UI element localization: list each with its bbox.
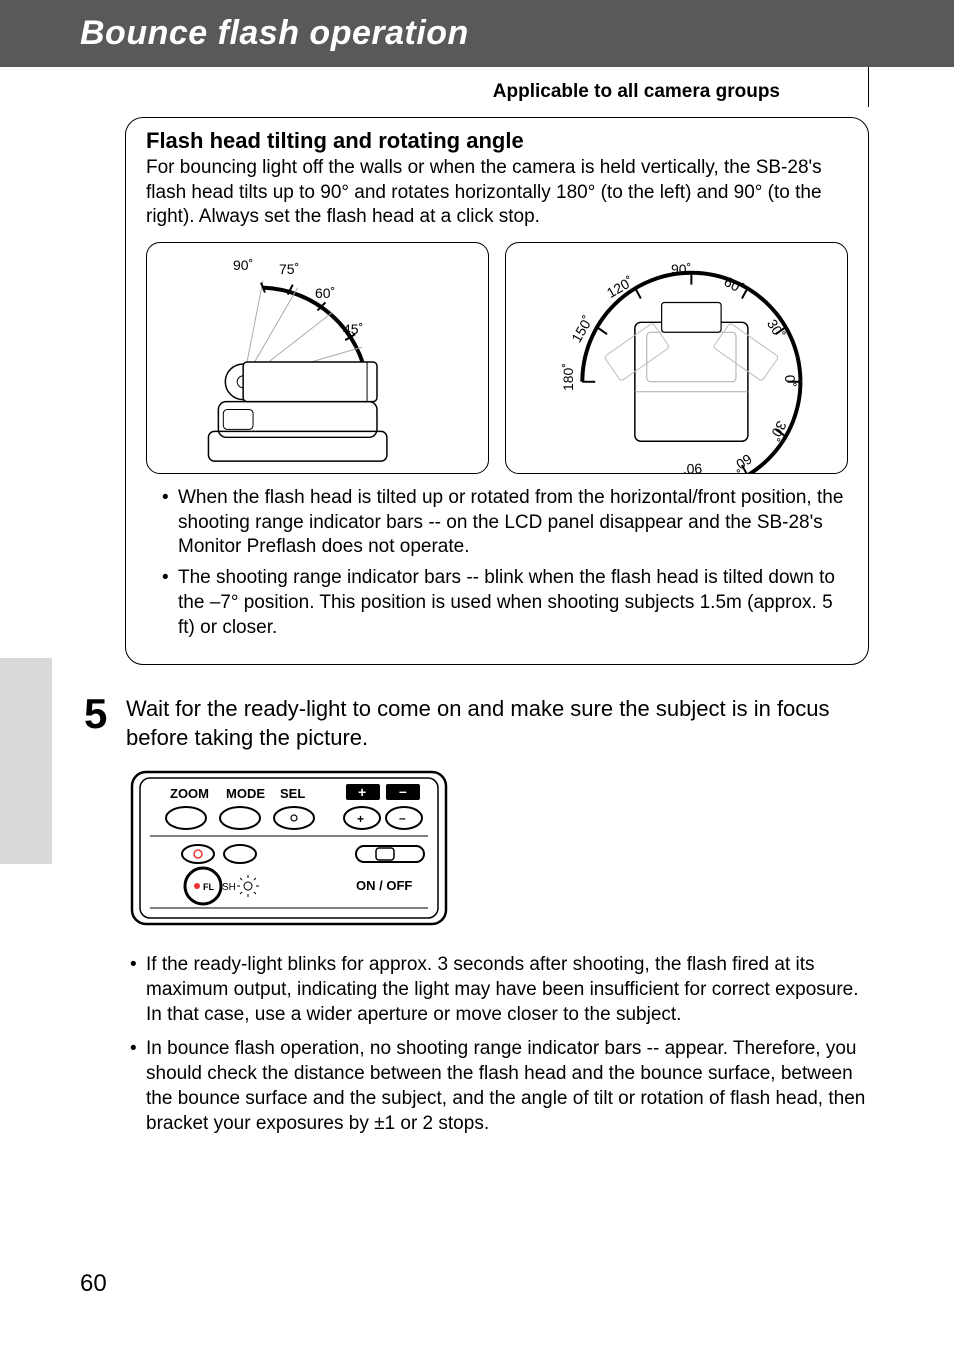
rot-angle-0: 0˚ <box>782 375 798 388</box>
tilt-angle-90: 90˚ <box>233 257 253 273</box>
rot-angle-90: 90˚ <box>671 261 691 277</box>
page-header: Bounce flash operation <box>0 0 954 67</box>
tilt-diagram: 90˚ 75˚ 60˚ 45˚ <box>146 242 489 474</box>
rotation-diagram: 180˚ 150˚ 120˚ 90˚ 60˚ 30˚ 0˚ 30˚ 60˚ 90… <box>505 242 848 474</box>
rot-angle-180: 180˚ <box>560 363 576 391</box>
lower-bullet: In bounce flash operation, no shooting r… <box>130 1037 869 1136</box>
svg-text:FL: FL <box>203 882 214 892</box>
lower-bullet: If the ready-light blinks for approx. 3 … <box>130 953 869 1027</box>
tilt-angle-75: 75˚ <box>279 261 299 277</box>
onoff-label: ON / OFF <box>356 878 412 893</box>
info-bullet: When the flash head is tilted up or rota… <box>162 486 848 560</box>
lower-bullets: If the ready-light blinks for approx. 3 … <box>130 953 869 1136</box>
control-panel-diagram: ZOOM MODE SEL + – + – FL SH <box>128 768 450 933</box>
diagrams-row: 90˚ 75˚ 60˚ 45˚ <box>146 242 848 474</box>
tilt-angle-60: 60˚ <box>315 285 335 301</box>
minus-label: – <box>399 783 407 799</box>
page-number: 60 <box>80 1270 107 1298</box>
info-bullets: When the flash head is tilted up or rota… <box>146 486 848 640</box>
step-text: Wait for the ready-light to come on and … <box>126 693 869 752</box>
svg-text:SH: SH <box>222 882 236 893</box>
sel-label: SEL <box>280 786 305 801</box>
plus-label: + <box>358 784 366 800</box>
rot-angle-90b: 90˚ <box>682 461 703 474</box>
info-bullet: The shooting range indicator bars -- bli… <box>162 566 848 640</box>
svg-text:–: – <box>399 811 406 825</box>
section-intro: For bouncing light off the walls or when… <box>146 156 848 230</box>
step-number: 5 <box>84 693 112 752</box>
page-title: Bounce flash operation <box>80 14 469 52</box>
tilt-angle-45: 45˚ <box>343 321 363 337</box>
svg-text:+: + <box>357 812 364 826</box>
side-tab <box>0 658 52 864</box>
step-row: 5 Wait for the ready-light to come on an… <box>84 693 869 752</box>
zoom-label: ZOOM <box>170 786 209 801</box>
info-box: Flash head tilting and rotating angle Fo… <box>125 117 869 665</box>
applicable-note: Applicable to all camera groups <box>0 67 869 107</box>
section-heading: Flash head tilting and rotating angle <box>146 128 848 154</box>
mode-label: MODE <box>226 786 265 801</box>
